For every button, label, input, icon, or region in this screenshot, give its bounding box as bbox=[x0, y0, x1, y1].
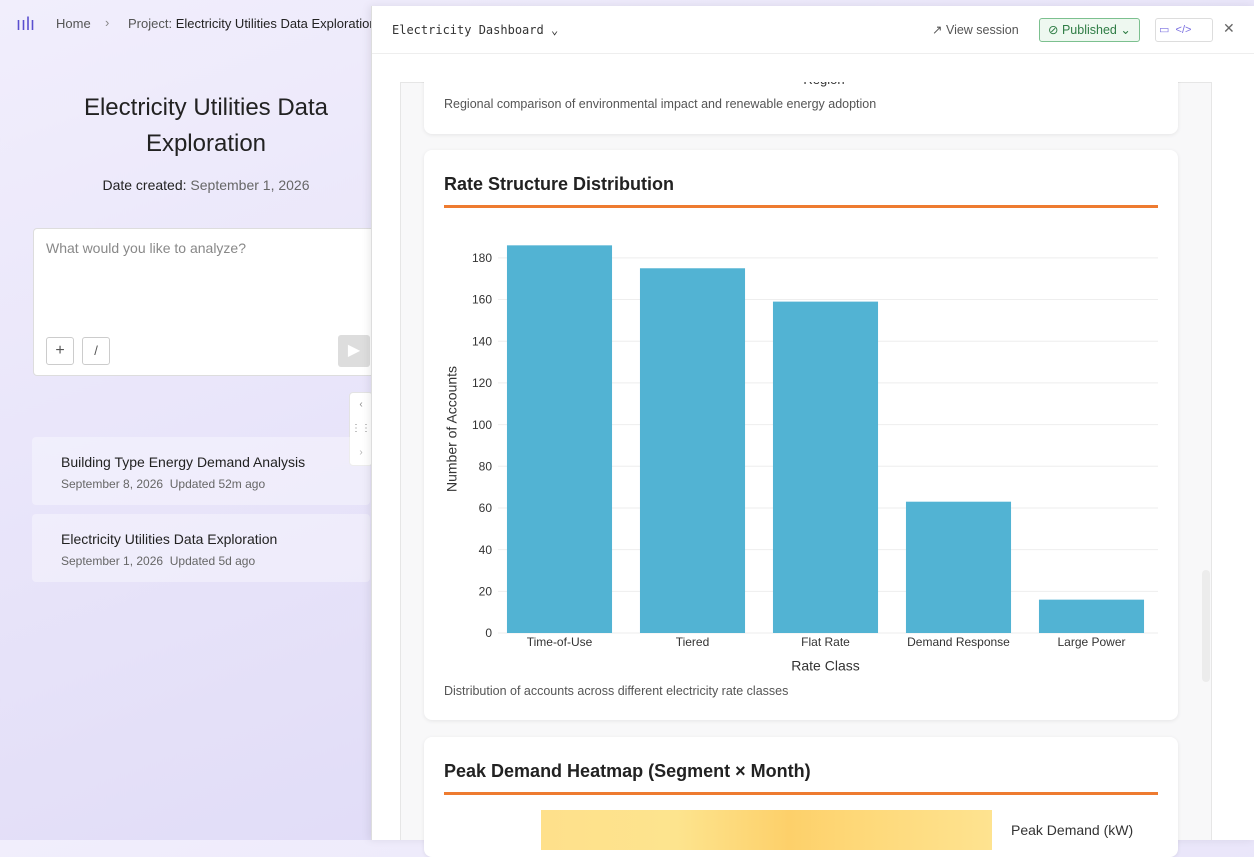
y-tick-label: 140 bbox=[472, 334, 492, 348]
x-tick-label: Demand Response bbox=[907, 635, 1010, 649]
x-axis-label: Rate Class bbox=[791, 658, 859, 674]
colorbar-label: Peak Demand (kW) bbox=[1011, 822, 1134, 838]
y-tick-label: 0 bbox=[485, 626, 492, 640]
slash-button[interactable]: / bbox=[82, 337, 110, 365]
y-axis-label: Number of Accounts bbox=[444, 366, 460, 492]
heatmap-card: Peak Demand Heatmap (Segment × Month) Pe… bbox=[424, 737, 1178, 857]
y-tick-label: 20 bbox=[479, 584, 493, 598]
date-label: Date created: bbox=[102, 177, 187, 193]
project-name[interactable]: Electricity Utilities Data Exploration bbox=[175, 16, 377, 31]
bar bbox=[1038, 599, 1145, 633]
session-date: September 1, 2026 bbox=[61, 554, 164, 568]
x-tick-label: Large Power bbox=[1057, 635, 1125, 649]
view-session[interactable]: ↗ View session bbox=[932, 23, 1019, 37]
title-rule bbox=[444, 205, 1158, 208]
bar bbox=[905, 501, 1012, 633]
breadcrumb-project: Project: Electricity Utilities Data Expl… bbox=[128, 16, 377, 31]
bar bbox=[772, 301, 879, 633]
date-created: Date created: September 1, 2026 bbox=[40, 177, 372, 193]
date: September 1, 2026 bbox=[190, 177, 310, 193]
view-toggle[interactable]: ▭ </> bbox=[1155, 18, 1213, 42]
y-tick-label: 80 bbox=[479, 459, 493, 473]
scrollbar[interactable] bbox=[1202, 570, 1210, 682]
status: Published bbox=[1061, 23, 1117, 37]
x-tick-label: Tiered bbox=[676, 635, 710, 649]
send-button[interactable]: ▶ bbox=[338, 335, 370, 367]
placeholder: What would you like to analyze? bbox=[46, 240, 246, 256]
title-rule bbox=[444, 792, 1158, 795]
session-date: September 8, 2026 bbox=[61, 477, 164, 491]
project-label: Project: bbox=[128, 16, 173, 31]
y-tick-label: 100 bbox=[472, 418, 492, 432]
project-title: Electricity Utilities Data Exploration bbox=[83, 94, 329, 157]
y-tick-label: 40 bbox=[479, 543, 493, 557]
chart-caption: Distribution of accounts across differen… bbox=[444, 684, 789, 698]
chart-card: Rate Structure Distribution 0 20 40 60 80 100… bbox=[424, 150, 1178, 720]
separator: › bbox=[105, 15, 110, 30]
canvas-top bbox=[399, 54, 1211, 82]
view-session-label: View session bbox=[945, 23, 1019, 37]
session-updated: Updated 52m ago bbox=[169, 477, 266, 491]
session-meta: September 1, 2026 Updated 5d ago bbox=[61, 554, 255, 568]
status-button[interactable]: ⊘ Published ⌄ bbox=[1039, 18, 1140, 42]
header-divider bbox=[372, 53, 1254, 54]
prompt-box[interactable]: What would you like to analyze? + / ▶ bbox=[33, 228, 375, 376]
card-caption: Regional comparison of environmental imp… bbox=[444, 97, 877, 111]
session-item[interactable]: Building Type Energy Demand Analysis Sep… bbox=[32, 437, 370, 505]
session-item[interactable]: Electricity Utilities Data Exploration S… bbox=[32, 514, 370, 582]
home-link[interactable]: Home bbox=[56, 16, 91, 31]
dashboard-name: Electricity Dashboard bbox=[392, 23, 544, 37]
card-title: Peak Demand Heatmap (Segment × Month) bbox=[444, 761, 811, 781]
session-title: Building Type Energy Demand Analysis bbox=[61, 454, 306, 470]
y-tick-label: 160 bbox=[472, 293, 492, 307]
session-meta: September 8, 2026 Updated 52m ago bbox=[61, 477, 265, 491]
bar bbox=[506, 245, 613, 633]
y-tick-label: 60 bbox=[479, 501, 493, 515]
x-tick-label: Time-of-Use bbox=[527, 635, 593, 649]
add-button[interactable]: + bbox=[46, 337, 74, 365]
bar bbox=[639, 268, 746, 633]
chart: 0 20 40 60 80 100 120 140 160 180 Number of Accoun… bbox=[444, 245, 1158, 674]
logo[interactable]: ıılı bbox=[16, 14, 36, 34]
y-tick-label: 180 bbox=[472, 251, 492, 265]
close-button[interactable]: ✕ bbox=[1223, 20, 1235, 36]
x-tick-label: Flat Rate bbox=[801, 635, 850, 649]
card-title: Rate Structure Distribution bbox=[444, 174, 675, 194]
dashboard-title[interactable]: Electricity Dashboard ⌄ bbox=[392, 23, 559, 37]
session-updated: Updated 5d ago bbox=[169, 554, 256, 568]
resize-handle[interactable]: ‹ ⋮⋮ › bbox=[349, 392, 373, 466]
heatmap-row bbox=[541, 810, 992, 850]
y-tick-label: 120 bbox=[472, 376, 492, 390]
session-title: Electricity Utilities Data Exploration bbox=[61, 531, 278, 547]
